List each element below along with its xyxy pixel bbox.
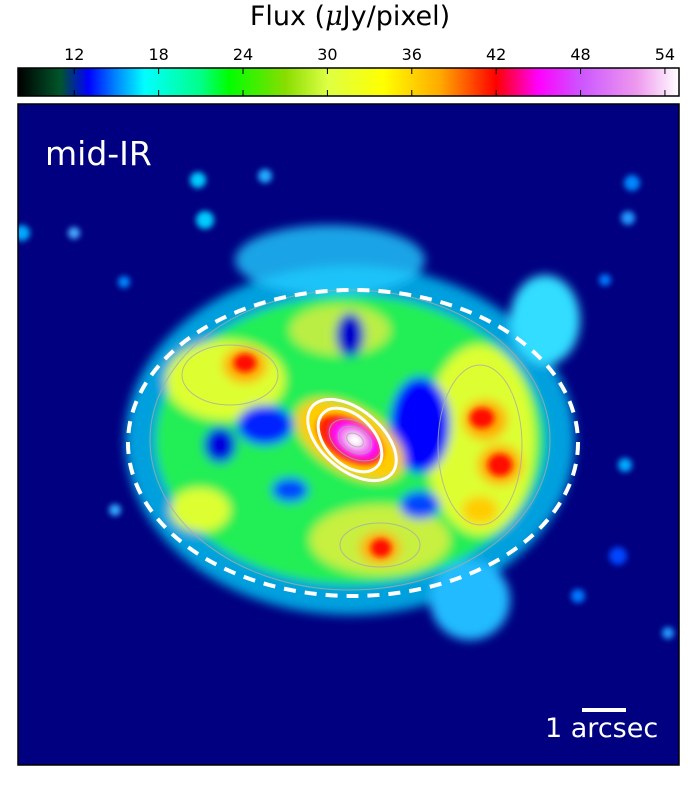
colorbar-tick-label: 18 xyxy=(148,45,168,64)
aperture-ellipse xyxy=(126,288,580,598)
panel-label: mid-IR xyxy=(45,134,152,173)
colorbar-tick-label: 48 xyxy=(570,45,590,64)
colorbar-tick-label: 24 xyxy=(233,45,253,64)
colorbar-title: Flux (μJy/pixel) xyxy=(0,0,700,34)
colorbar-title-suffix: Jy/pixel) xyxy=(342,1,451,32)
colorbar-ticks xyxy=(73,68,666,96)
colorbar-tick-label: 54 xyxy=(655,45,675,64)
colorbar-title-mu: μ xyxy=(325,1,343,32)
colorbar-tick-label: 12 xyxy=(64,45,84,64)
image-frame xyxy=(17,103,680,766)
colorbar-title-prefix: Flux ( xyxy=(249,1,326,32)
colorbar-tick-label: 42 xyxy=(486,45,506,64)
contour-lines xyxy=(149,289,551,591)
colorbar-tick-label: 36 xyxy=(402,45,422,64)
emission-layer xyxy=(18,169,674,640)
scale-bar xyxy=(582,708,626,712)
emission-peaks xyxy=(18,169,674,639)
colorbar-gradient xyxy=(17,67,680,97)
colorbar: 12 18 24 30 36 42 48 54 xyxy=(17,45,680,97)
colorbar-tick-label: 30 xyxy=(317,45,337,64)
nucleus-contours xyxy=(306,397,398,483)
colorbar-tick-labels: 12 18 24 30 36 42 48 54 xyxy=(64,45,675,64)
scale-bar-label: 1 arcsec xyxy=(545,713,659,744)
